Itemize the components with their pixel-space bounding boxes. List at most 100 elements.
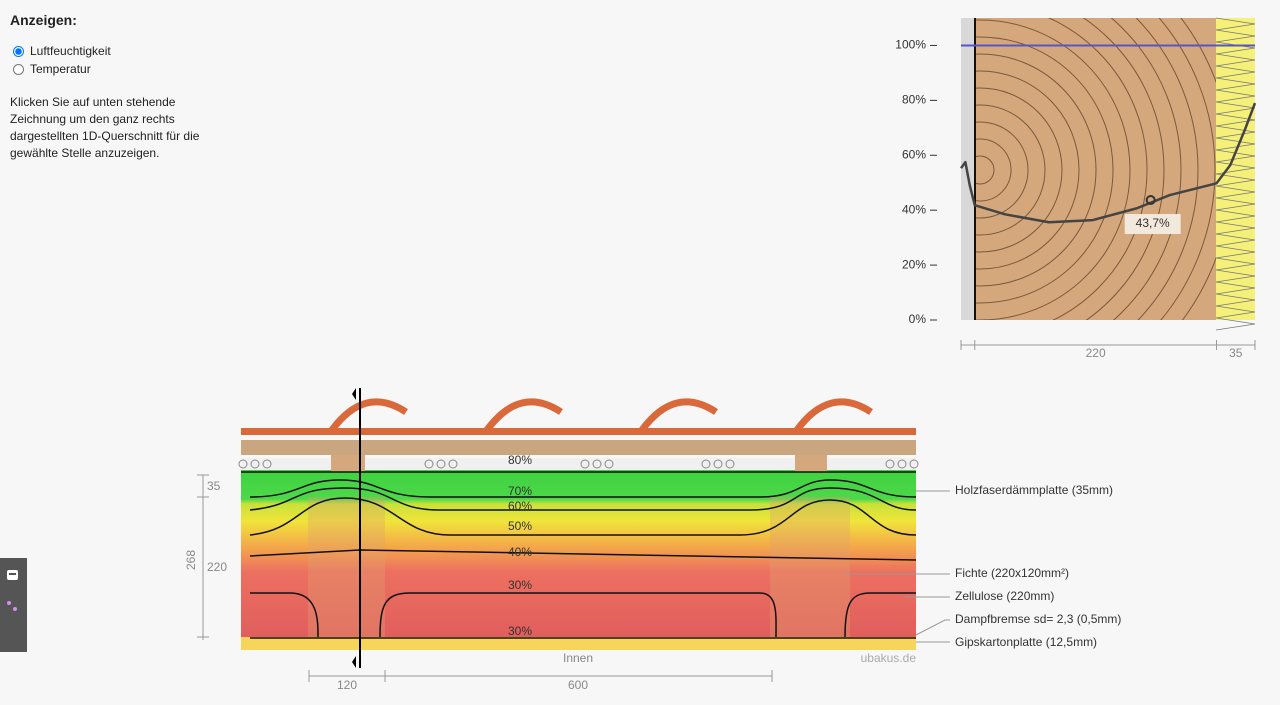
air-gap-circle [448, 459, 458, 469]
inside-label: Innen [563, 651, 593, 665]
option[interactable]: Temperatur [10, 60, 200, 78]
air-gap-circle [713, 459, 723, 469]
ring [1158, 18, 1216, 320]
contour-label: 30% [508, 624, 532, 638]
radio[interactable] [13, 46, 24, 57]
layer-label: Holzfaserdämmplatte (35mm) [955, 483, 1113, 497]
air-gap-circle [250, 459, 260, 469]
y-tick-label: 80% [902, 93, 926, 107]
y-tick-label: 40% [902, 202, 926, 216]
option-label: Luftfeuchtigkeit [30, 44, 111, 58]
layer-label: Gipskartonplatte (12,5mm) [955, 635, 1097, 649]
insulation-pattern [1215, 17, 1256, 331]
annotation-box [1124, 214, 1181, 235]
ring [976, 121, 1029, 219]
air-gap-circle [604, 459, 614, 469]
air-gap-circle [238, 459, 248, 469]
ring [976, 138, 1012, 202]
counter-batten [795, 452, 827, 472]
series-line [959, 102, 1257, 224]
option[interactable]: Luftfeuchtigkeit [10, 42, 200, 60]
heading: Anzeigen: [10, 12, 77, 28]
instructions: Klicken Sie auf unten stehende Zeichnung… [10, 95, 200, 160]
wood-rings [976, 18, 1216, 320]
toolbar [0, 558, 27, 652]
annotation-point [1145, 195, 1156, 206]
air-gap-circle [436, 459, 446, 469]
air-gap-circle [592, 459, 602, 469]
zigzag [1215, 17, 1256, 331]
dimension-label: 220 [207, 560, 227, 574]
radio[interactable] [13, 64, 24, 75]
air-gap-circle [701, 459, 711, 469]
ring [976, 87, 1063, 253]
ring [976, 36, 1114, 304]
ring [976, 53, 1097, 287]
rafter [770, 497, 850, 637]
dimension-label: 120 [337, 678, 357, 692]
contour-label: 80% [508, 453, 532, 467]
air-gap-circle [897, 459, 907, 469]
air-gap-circles [238, 459, 919, 469]
tool-icon-detail [9, 573, 16, 575]
sidebar: Anzeigen: Luftfeuchtigkeit Temperatur Kl… [10, 12, 200, 162]
air-gap-circle [909, 459, 919, 469]
leader-lines [845, 490, 950, 643]
air-gap [241, 458, 916, 470]
contour-label: 60% [508, 499, 532, 513]
layer-label: Zellulose (220mm) [955, 589, 1054, 603]
contour [249, 497, 917, 536]
tile-bumps [329, 398, 873, 433]
gypsum-board [241, 637, 916, 650]
y-tick-label: 20% [902, 257, 926, 271]
layer-label: Dampfbremse sd= 2,3 (0,5mm) [955, 612, 1121, 626]
ring [1047, 18, 1148, 320]
air-gap-circle [580, 459, 590, 469]
battens [241, 440, 916, 455]
contour-label: 50% [508, 519, 532, 533]
air-gap-circle [885, 459, 895, 469]
annotation-label: 43,7% [1136, 216, 1170, 230]
air-gap-circle [262, 459, 272, 469]
dimension-label: 600 [568, 678, 588, 692]
watermark: ubakus.de [861, 651, 917, 665]
cross-section-1d [961, 17, 1256, 331]
vertical-dimension [197, 474, 209, 640]
y-tick-label: 100% [895, 38, 926, 52]
air-gap-circle [424, 459, 434, 469]
contour [249, 487, 917, 511]
y-tick-label: 0% [909, 312, 927, 326]
layer-label: Fichte (220x120mm²) [955, 566, 1069, 580]
ring [976, 70, 1080, 270]
option-label: Temperatur [30, 62, 91, 76]
dimension-label: 268 [184, 550, 198, 570]
contour-label: 40% [508, 545, 532, 559]
ring [976, 155, 995, 185]
roof-tiles [241, 428, 916, 435]
ring [1082, 18, 1165, 320]
ring [976, 104, 1046, 236]
y-tick-label: 60% [902, 147, 926, 161]
ring [1135, 18, 1199, 320]
x-dimension-label: 35 [1229, 346, 1243, 360]
tool-icon-detail [13, 607, 17, 611]
x-dimension-label: 220 [1086, 346, 1106, 360]
horizontal-dimension [308, 670, 773, 682]
counter-batten [331, 452, 365, 472]
ring [1110, 18, 1182, 320]
air-gap-circle [725, 459, 735, 469]
construction-drawing[interactable]: 80% 70% 60% 50% 40% 30% 30% Innen ubakus… [238, 388, 919, 668]
gypsum-layer [961, 18, 975, 320]
contour [250, 592, 916, 638]
contour-label: 70% [508, 484, 532, 498]
tool-icon[interactable] [7, 601, 11, 605]
layer-legend: Holzfaserdämmplatte (35mm) Fichte (220x1… [845, 483, 1121, 649]
contour [249, 479, 917, 498]
dimensions: 35 220 268 120 600 [184, 474, 773, 692]
rafter [308, 497, 385, 637]
dimension-label: 35 [207, 479, 221, 493]
ring [976, 19, 1131, 320]
contour-label: 30% [508, 578, 532, 592]
